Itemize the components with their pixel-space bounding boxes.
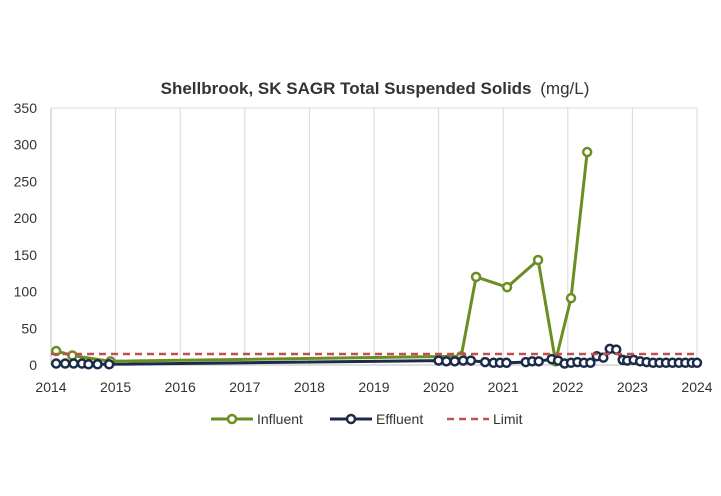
- x-tick-label: 2021: [488, 379, 519, 395]
- influent-point: [501, 281, 513, 293]
- legend-label-limit: Limit: [493, 411, 523, 427]
- x-tick-label: 2017: [229, 379, 260, 395]
- legend-label-effluent: Effluent: [376, 411, 423, 427]
- x-tick-label: 2022: [552, 379, 583, 395]
- series: [50, 146, 703, 370]
- effluent-point: [50, 358, 62, 369]
- x-tick-label: 2024: [681, 379, 712, 395]
- influent-point: [532, 254, 544, 266]
- effluent-point: [92, 359, 103, 370]
- legend-label-influent: Influent: [257, 411, 303, 427]
- y-tick-label: 50: [21, 320, 37, 336]
- influent-point: [581, 146, 593, 158]
- influent-point: [565, 292, 577, 304]
- effluent-point: [611, 344, 622, 355]
- y-tick-label: 300: [14, 137, 38, 153]
- y-tick-label: 250: [14, 173, 38, 189]
- effluent-point: [83, 359, 94, 370]
- effluent-point: [59, 358, 71, 369]
- legend-marker-influent: [226, 413, 238, 425]
- effluent-point: [68, 358, 79, 369]
- effluent-series: [50, 343, 703, 370]
- influent-line: [55, 151, 589, 363]
- legend-item-limit: Limit: [447, 411, 523, 427]
- legend-item-influent: Influent: [211, 411, 303, 427]
- legend-marker-effluent: [345, 413, 357, 425]
- chart-title-unit: (mg/L): [540, 79, 589, 98]
- y-tick-label: 0: [29, 357, 37, 373]
- influent-point: [470, 271, 482, 283]
- y-tick-label: 100: [14, 284, 38, 300]
- effluent-point: [533, 356, 544, 367]
- chart-title: Shellbrook, SK SAGR Total Suspended Soli…: [161, 79, 590, 98]
- y-tick-label: 150: [14, 247, 38, 263]
- x-tick-label: 2014: [35, 379, 66, 395]
- y-tick-label: 200: [14, 210, 38, 226]
- x-tick-label: 2020: [423, 379, 454, 395]
- legend-item-effluent: Effluent: [330, 411, 423, 427]
- effluent-point: [449, 356, 460, 367]
- chart-title-main: Shellbrook, SK SAGR Total Suspended Soli…: [161, 79, 532, 98]
- y-tick-label: 350: [14, 100, 38, 116]
- effluent-point: [691, 357, 703, 369]
- x-tick-label: 2015: [100, 379, 131, 395]
- legend: Influent Effluent Limit: [211, 411, 523, 427]
- influent-series: [50, 146, 593, 367]
- x-tick-label: 2023: [617, 379, 648, 395]
- x-tick-label: 2016: [165, 379, 196, 395]
- x-tick-label: 2018: [294, 379, 325, 395]
- influent-point: [67, 350, 78, 361]
- axes: 2014 2015 2016 2017 2018 2019 2020 2021 2022 2023…: [14, 100, 713, 395]
- effluent-point: [465, 355, 477, 366]
- grid: [50, 107, 698, 365]
- effluent-point: [501, 357, 512, 369]
- effluent-point: [441, 356, 452, 367]
- x-tick-label: 2019: [358, 379, 389, 395]
- effluent-point: [103, 359, 115, 370]
- effluent-point: [479, 356, 491, 368]
- effluent-point: [585, 357, 596, 369]
